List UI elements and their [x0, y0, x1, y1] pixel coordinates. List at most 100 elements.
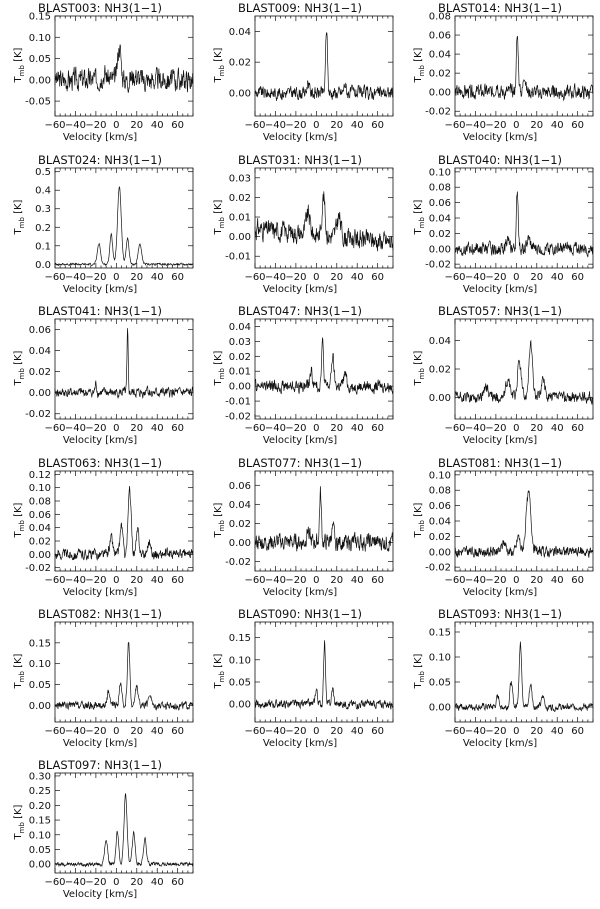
x-axis-label: Velocity [km/s]: [62, 132, 138, 143]
y-tick-label: 0.10: [429, 653, 451, 664]
panel-title: BLAST031: NH3(1−1): [237, 153, 363, 167]
x-tick-label: −20: [485, 272, 506, 283]
spectrum-panel: BLAST090: NH3(1−1) Velocity [km/s] Tmb [K]…: [200, 606, 400, 758]
x-tick-label: 20: [330, 575, 343, 586]
y-tick-label: 0.05: [29, 680, 51, 691]
x-tick-label: 20: [130, 575, 143, 586]
x-tick-label: 20: [530, 726, 543, 737]
y-tick-label: 0.00: [29, 388, 51, 399]
y-tick-label: -0.02: [425, 563, 451, 574]
y-tick-label: 0.08: [429, 486, 451, 497]
x-tick-label: −40: [265, 120, 286, 131]
x-tick-label: 60: [171, 423, 184, 434]
x-tick-label: −20: [285, 272, 306, 283]
y-tick-label: 0.08: [429, 183, 451, 194]
y-tick-label: 0.02: [429, 365, 451, 376]
panel-title: BLAST090: NH3(1−1): [237, 607, 363, 621]
panel-title: BLAST097: NH3(1−1): [37, 758, 163, 772]
spectrum-line: [54, 793, 194, 868]
x-tick-label: 40: [151, 877, 164, 888]
y-tick-label: 0.2: [35, 223, 51, 234]
spectrum-panel: BLAST082: NH3(1−1) Velocity [km/s] Tmb [K]…: [0, 606, 200, 758]
spectrum-line: [254, 640, 394, 710]
x-tick-label: 40: [151, 423, 164, 434]
y-tick-label: 0.3: [35, 204, 51, 215]
x-tick-label: 20: [530, 272, 543, 283]
spectrum-line: [454, 489, 594, 558]
x-tick-label: 0: [113, 120, 119, 131]
x-tick-label: −40: [65, 575, 86, 586]
y-tick-label: 0.04: [429, 214, 451, 225]
y-tick-label: 0.00: [429, 244, 451, 255]
y-tick-label: 0.04: [429, 50, 451, 61]
y-tick-label: 0.10: [29, 830, 51, 841]
y-tick-label: 0.10: [29, 33, 51, 44]
y-tick-label: 0.02: [29, 537, 51, 548]
x-tick-label: 40: [351, 120, 364, 131]
x-tick-label: −60: [44, 877, 65, 888]
x-tick-label: 0: [513, 726, 519, 737]
x-tick-label: −40: [265, 423, 286, 434]
x-tick-label: 0: [313, 120, 319, 131]
x-tick-label: 0: [113, 423, 119, 434]
y-tick-label: 0.12: [29, 470, 51, 481]
x-tick-label: −40: [65, 726, 86, 737]
y-tick-label: 0.06: [29, 325, 51, 336]
spectrum-plot: −60 −40 −20 0 20 40 60 -0.02 0.00 0.02 0.04 0.06 0.0…: [425, 12, 594, 131]
spectrum-panel: BLAST024: NH3(1−1) Velocity [km/s] Tmb [K]…: [0, 152, 200, 304]
y-tick-label: 0.06: [29, 510, 51, 521]
x-tick-label: 40: [551, 120, 564, 131]
x-tick-label: 20: [130, 423, 143, 434]
x-axis-label: Velocity [km/s]: [62, 284, 138, 295]
x-axis-label: Velocity [km/s]: [262, 284, 338, 295]
y-tick-label: -0.01: [225, 252, 251, 263]
plot-frame: [254, 318, 394, 420]
plot-frame: [54, 470, 194, 572]
y-tick-label: 0.00: [429, 547, 451, 558]
x-tick-label: −20: [85, 423, 106, 434]
x-tick-label: −60: [244, 726, 265, 737]
y-tick-label: 0.06: [429, 501, 451, 512]
y-tick-label: -0.05: [25, 97, 51, 108]
y-tick-label: 0.15: [29, 816, 51, 827]
y-tick-label: 0.4: [35, 186, 51, 197]
spectrum-panel: BLAST093: NH3(1−1) Velocity [km/s] Tmb [K]…: [400, 606, 600, 758]
y-tick-label: -0.02: [25, 563, 51, 574]
spectrum-plot: −60 −40 −20 0 20 40 60 -0.02 0.00 0.02 0.04 0.06: [225, 470, 394, 586]
x-tick-label: 20: [330, 423, 343, 434]
y-tick-label: 0.06: [229, 481, 251, 492]
y-tick-label: -0.02: [225, 412, 251, 423]
panel-title: BLAST081: NH3(1−1): [437, 456, 563, 470]
x-tick-label: −20: [85, 120, 106, 131]
y-tick-label: 0.08: [429, 12, 451, 23]
y-tick-label: 0.04: [429, 517, 451, 528]
y-tick-label: 0.20: [29, 801, 51, 812]
spectrum-plot: −60 −40 −20 0 20 40 60 0.0 0.1 0.2 0.3 0.4 0.5: [35, 167, 194, 283]
spectrum-plot: −60 −40 −20 0 20 40 60 -0.02 0.00 0.02 0.04 0.06 0.0…: [425, 167, 594, 283]
x-tick-label: −60: [44, 726, 65, 737]
x-tick-label: 60: [371, 575, 384, 586]
spectrum-plot: −60 −40 −20 0 20 40 60 0.00 0.05 0.10 0.15: [29, 621, 194, 737]
x-tick-label: 40: [551, 272, 564, 283]
spectrum-line: [54, 641, 194, 711]
x-tick-label: −20: [285, 575, 306, 586]
x-tick-label: −60: [44, 272, 65, 283]
spectrum-line: [54, 485, 194, 562]
x-tick-label: 60: [571, 575, 584, 586]
spectrum-line: [254, 32, 394, 101]
x-tick-label: 60: [171, 877, 184, 888]
x-tick-label: 60: [571, 423, 584, 434]
y-tick-label: 0.03: [229, 173, 251, 184]
y-tick-label: 0.05: [229, 678, 251, 689]
x-tick-label: −20: [85, 575, 106, 586]
x-tick-label: −60: [444, 726, 465, 737]
y-tick-label: -0.02: [425, 107, 451, 118]
y-tick-label: 0.10: [429, 470, 451, 481]
y-tick-label: 0.08: [29, 497, 51, 508]
y-tick-label: 0.04: [29, 346, 51, 357]
x-tick-label: −40: [465, 423, 486, 434]
y-tick-label: -0.02: [425, 260, 451, 271]
y-tick-label: 0.00: [29, 75, 51, 86]
y-tick-label: 0.04: [429, 336, 451, 347]
x-tick-label: −40: [265, 575, 286, 586]
